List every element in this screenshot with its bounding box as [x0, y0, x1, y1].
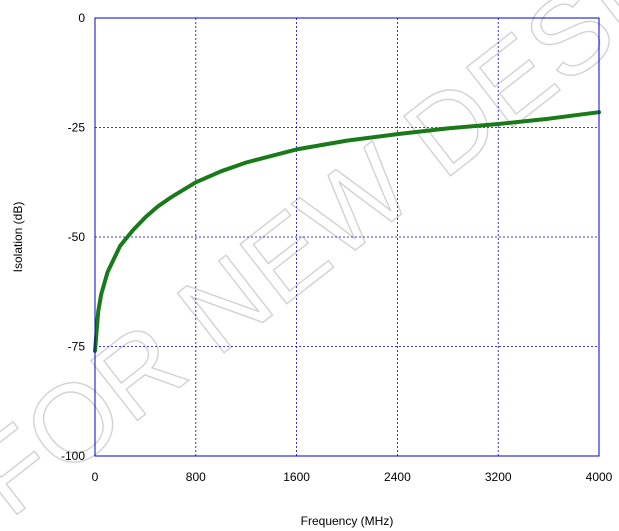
y-tick-label: -25 [68, 121, 86, 135]
x-tick-label: 3200 [485, 470, 512, 484]
x-axis-label: Frequency (MHz) [301, 514, 394, 528]
y-tick-label: -100 [61, 449, 85, 463]
x-tick-label: 0 [92, 470, 99, 484]
x-tick-label: 800 [186, 470, 206, 484]
plot-frame [94, 17, 600, 457]
y-tick-label: 0 [78, 11, 85, 25]
y-tick-label: -50 [68, 230, 86, 244]
grid [95, 18, 599, 456]
x-tick-label: 1600 [283, 470, 310, 484]
y-axis-label: Isolation (dB) [11, 202, 25, 273]
x-tick-label: 2400 [384, 470, 411, 484]
series-line [93, 110, 601, 353]
tick-labels: 0 800 1600 2400 3200 4000 0 -25 -50 -75 -100 [61, 11, 613, 484]
y-tick-label: -75 [68, 340, 86, 354]
x-tick-label: 4000 [586, 470, 613, 484]
series-layer [93, 110, 601, 353]
